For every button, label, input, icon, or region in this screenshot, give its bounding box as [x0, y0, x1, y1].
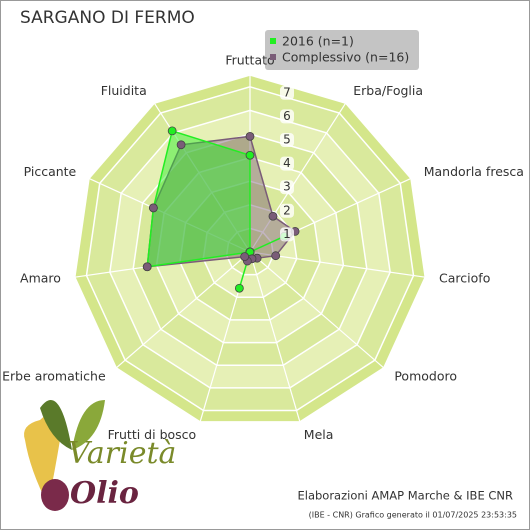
logo-text: Varietà [68, 436, 176, 471]
tick-label-bg [280, 133, 294, 147]
tick-label-bg [280, 109, 294, 124]
tick-label-bg [280, 227, 294, 242]
logo: Varietà Olio [24, 400, 176, 511]
data-point [245, 131, 255, 141]
axis-spoke [249, 251, 301, 422]
category-label: Erbe aromatiche [2, 369, 106, 384]
logo-text: Olio [70, 476, 139, 511]
data-point [234, 283, 244, 293]
data-point [240, 252, 250, 262]
axis-spoke [115, 251, 251, 369]
r-tick-label: 6 [283, 109, 291, 123]
tick-label-bg [280, 203, 294, 218]
data-point [167, 126, 177, 136]
data-point [142, 262, 152, 272]
category-label: Mandorla fresca [424, 164, 524, 179]
category-label: Fruttato [225, 53, 274, 68]
legend-label: Complessivo (n=16) [282, 50, 409, 65]
r-tick-label: 3 [283, 180, 291, 194]
category-label: Carciofo [439, 271, 490, 286]
legend-swatch [270, 38, 276, 44]
legend-box [265, 30, 419, 70]
category-label: Frutti di bosco [108, 427, 197, 442]
legend-swatch [270, 54, 276, 60]
axis-spoke [88, 177, 251, 253]
category-label: Erba/Foglia [353, 83, 423, 98]
data-point [176, 140, 186, 150]
logo-olive [41, 479, 69, 511]
logo-leaf [72, 400, 105, 450]
category-label: Pomodoro [394, 369, 457, 384]
tick-label-bg [280, 85, 294, 100]
r-tick-label: 1 [283, 227, 291, 241]
footnote: (IBE - CNR) Grafico generato il 01/07/20… [309, 511, 517, 520]
category-label: Piccante [24, 164, 77, 179]
r-tick-label: 5 [283, 133, 291, 147]
r-tick-label: 4 [283, 156, 291, 170]
category-label: Mela [304, 427, 334, 442]
data-point [245, 150, 255, 160]
footer: Elaborazioni AMAP Marche & IBE CNR [297, 489, 513, 503]
r-tick-label: 7 [283, 85, 291, 99]
category-label: Amaro [20, 271, 61, 286]
data-point [271, 251, 281, 261]
tick-label-bg [280, 156, 294, 171]
data-point [148, 203, 158, 213]
axis-spoke [249, 251, 385, 369]
chart-title: SARGANO DI FERMO [20, 8, 195, 28]
data-point [268, 211, 278, 221]
tick-label-bg [280, 180, 294, 195]
category-label: Fluidita [101, 83, 147, 98]
axis-spoke [249, 102, 347, 253]
r-tick-label: 2 [283, 203, 291, 217]
series-area [146, 129, 285, 289]
legend-label: 2016 (n=1) [282, 34, 354, 49]
logo-leaf [40, 400, 72, 450]
